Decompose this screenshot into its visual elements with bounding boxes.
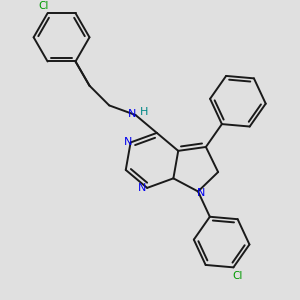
Text: N: N xyxy=(197,188,205,198)
Text: Cl: Cl xyxy=(232,271,242,281)
Text: Cl: Cl xyxy=(38,1,49,11)
Text: H: H xyxy=(140,107,148,117)
Text: N: N xyxy=(138,183,146,193)
Text: N: N xyxy=(128,109,137,119)
Text: N: N xyxy=(123,137,132,148)
